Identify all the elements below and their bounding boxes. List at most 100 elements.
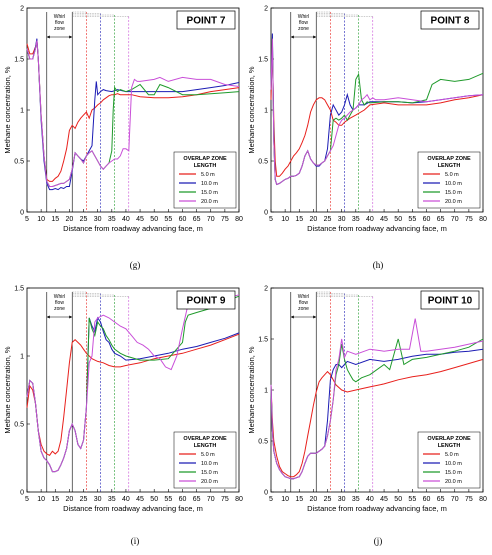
x-tick-label: 10	[37, 496, 45, 503]
y-axis-label: Methane concentration, %	[247, 66, 256, 153]
panel-title-box	[420, 290, 480, 310]
y-tick-label: 0	[264, 490, 268, 497]
y-tick-label: 0.5	[258, 439, 268, 446]
x-tick-label: 25	[80, 216, 88, 223]
x-axis-label: Distance from roadway advancing face, m	[307, 504, 447, 513]
chart-panel-j: 00.511.525 10 15 20 25 30 35 40 45 50 55 60 65 70 75 80…	[247, 286, 487, 547]
y-tick-label: 1.5	[258, 57, 268, 64]
series-line	[270, 38, 484, 186]
legend-label: 20.0 m	[445, 199, 462, 205]
panel-title-box	[176, 10, 236, 30]
x-axis-label: Distance from roadway advancing face, m	[63, 504, 203, 513]
legend-label: 20.0 m	[201, 199, 218, 205]
x-tick-label: 25	[324, 496, 332, 503]
x-tick-label: 65	[193, 496, 201, 503]
x-tick-label: 80	[235, 496, 243, 503]
x-tick-label: 40	[122, 496, 130, 503]
x-tick-label: 75	[221, 496, 229, 503]
y-axis-label: Methane concentration, %	[3, 346, 12, 433]
x-tick-label: 5	[25, 216, 29, 223]
y-tick-label: 0	[264, 210, 268, 217]
x-tick-label: 50	[150, 216, 158, 223]
x-tick-label: 35	[352, 496, 360, 503]
legend-box	[173, 431, 237, 489]
panel-caption: (i)	[131, 536, 140, 546]
y-tick-label: 1.5	[258, 337, 268, 344]
x-tick-label: 35	[108, 496, 116, 503]
panel-title-box	[420, 10, 480, 30]
chart-panel-i: 0 0.5 1 1.5 5 10 15 20 25 30 35 40 45 50 55 60 65 70 75 80 D…	[3, 286, 243, 547]
x-tick-label: 45	[380, 216, 388, 223]
x-tick-label: 10	[281, 216, 289, 223]
legend-label: 10.0 m	[201, 181, 218, 187]
whirl-zone-label: Whirl	[54, 294, 65, 300]
x-tick-label: 5	[25, 496, 29, 503]
whirl-zone-label: zone	[298, 306, 309, 312]
x-tick-label: 30	[338, 216, 346, 223]
y-tick-label: 0	[20, 210, 24, 217]
panel-title: POINT 8	[431, 16, 470, 27]
y-tick-label: 1	[20, 354, 24, 361]
x-tick-label: 45	[380, 496, 388, 503]
x-tick-label: 15	[51, 496, 59, 503]
y-tick-label: 1	[264, 108, 268, 115]
y-tick-label: 1	[264, 388, 268, 395]
x-axis-label: Distance from roadway advancing face, m	[307, 224, 447, 233]
whirl-zone-label: flow	[299, 20, 308, 26]
series-line	[26, 40, 240, 187]
x-tick-label: 5	[269, 496, 273, 503]
x-tick-label: 70	[207, 496, 215, 503]
legend-title: LENGTH	[194, 163, 217, 169]
x-tick-label: 50	[394, 216, 402, 223]
legend-title: LENGTH	[438, 163, 461, 169]
y-axis-label: Methane concentration, %	[247, 346, 256, 433]
x-tick-label: 25	[324, 216, 332, 223]
arrow-head	[69, 35, 73, 39]
series-line	[270, 48, 484, 177]
y-tick-label: 2	[20, 6, 24, 13]
legend-label: 5.0 m	[445, 452, 459, 458]
x-tick-label: 65	[193, 216, 201, 223]
x-tick-label: 80	[479, 496, 487, 503]
panel-caption: (g)	[130, 260, 141, 270]
x-tick-label: 75	[465, 496, 473, 503]
x-tick-label: 30	[338, 496, 346, 503]
legend-label: 15.0 m	[445, 470, 462, 476]
x-tick-label: 60	[423, 496, 431, 503]
legend-label: 20.0 m	[445, 479, 462, 485]
x-tick-label: 20	[310, 496, 318, 503]
panel-caption: (j)	[374, 536, 383, 546]
x-tick-label: 15	[295, 496, 303, 503]
panel-title-box	[176, 290, 236, 310]
whirl-zone-label: zone	[298, 26, 309, 32]
legend-label: 15.0 m	[445, 190, 462, 196]
y-tick-label: 0.5	[258, 159, 268, 166]
legend-title: OVERLAP ZONE	[427, 156, 471, 162]
x-tick-label: 55	[164, 496, 172, 503]
whirl-zone-label: zone	[54, 26, 65, 32]
arrow-head	[290, 315, 294, 319]
whirl-zone-label: Whirl	[298, 14, 309, 20]
x-tick-label: 30	[94, 496, 102, 503]
legend-label: 10.0 m	[201, 461, 218, 467]
legend-title: LENGTH	[194, 443, 217, 449]
legend-title: OVERLAP ZONE	[427, 436, 471, 442]
panel-title: POINT 10	[428, 296, 473, 307]
arrow-head	[69, 315, 73, 319]
whirl-zone-label: Whirl	[54, 14, 65, 20]
x-tick-label: 35	[352, 216, 360, 223]
x-tick-label: 45	[136, 496, 144, 503]
x-tick-label: 40	[366, 496, 374, 503]
x-tick-label: 30	[94, 216, 102, 223]
chart-panel-h: 00.511.525 10 15 20 25 30 35 40 45 50 55 60 65 70 75 80…	[247, 6, 487, 271]
panel-title: POINT 7	[187, 16, 226, 27]
legend-title: OVERLAP ZONE	[183, 156, 227, 162]
x-tick-label: 20	[310, 216, 318, 223]
legend-label: 10.0 m	[445, 181, 462, 187]
series-line	[270, 358, 484, 478]
x-tick-label: 75	[221, 216, 229, 223]
x-tick-label: 10	[37, 216, 45, 223]
x-tick-label: 35	[108, 216, 116, 223]
